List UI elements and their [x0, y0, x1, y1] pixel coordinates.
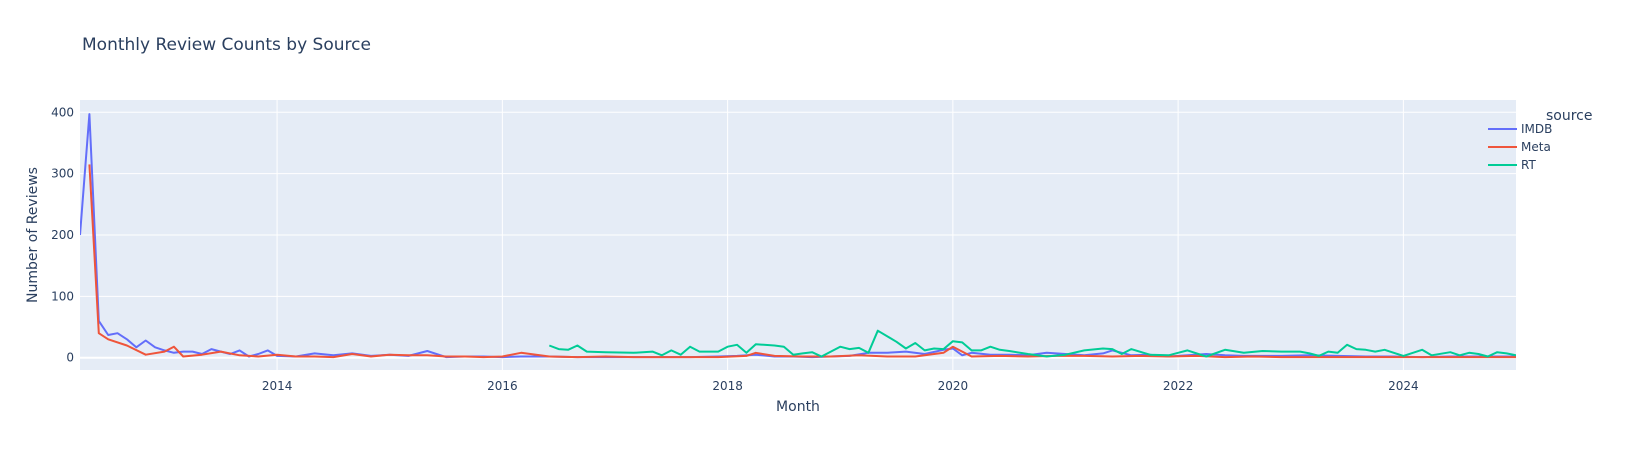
- x-tick-label: 2020: [938, 379, 969, 393]
- legend-item-meta[interactable]: Meta: [1521, 140, 1551, 154]
- series-layer: [80, 113, 1516, 359]
- legend-item-rt[interactable]: RT: [1521, 158, 1536, 172]
- series-line-meta: [88, 164, 1516, 359]
- x-axis-title: Month: [776, 399, 820, 415]
- y-tick-label: 200: [51, 228, 74, 242]
- x-tick-label: 2018: [712, 379, 743, 393]
- y-tick-label: 0: [66, 351, 74, 365]
- y-axis-title: Number of Reviews: [25, 167, 41, 303]
- series-line-rt: [548, 329, 1516, 358]
- y-tick-label: 300: [51, 167, 74, 181]
- chart-title: Monthly Review Counts by Source: [82, 35, 371, 55]
- y-tick-label: 400: [51, 105, 74, 119]
- y-axis-ticks: 0 100 200 300 400: [51, 105, 74, 364]
- x-tick-label: 2014: [262, 379, 293, 393]
- legend-title: source: [1546, 108, 1593, 124]
- legend: source IMDB Meta RT: [1488, 108, 1593, 172]
- x-axis-ticks: 2014 2016 2018 2020 2022 2024: [262, 379, 1419, 393]
- x-tick-label: 2022: [1163, 379, 1194, 393]
- x-tick-label: 2024: [1388, 379, 1419, 393]
- grid-lines: [80, 100, 1516, 370]
- y-tick-label: 100: [51, 289, 74, 303]
- x-tick-label: 2016: [487, 379, 518, 393]
- legend-item-imdb[interactable]: IMDB: [1521, 122, 1552, 136]
